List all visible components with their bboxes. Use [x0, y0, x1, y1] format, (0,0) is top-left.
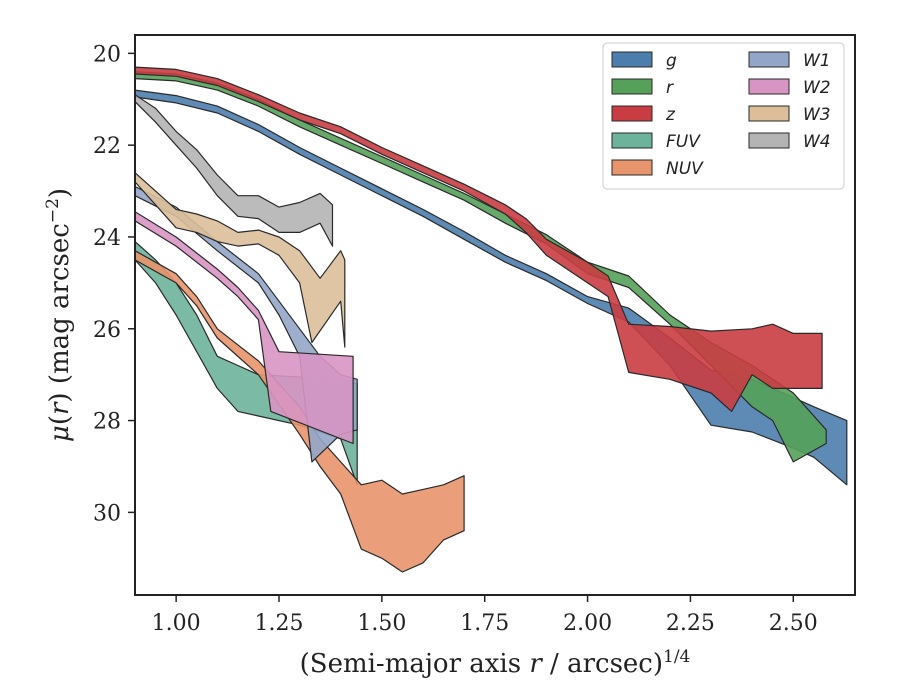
legend-label-w1: W1: [803, 51, 831, 71]
y-tick-label: 30: [93, 501, 121, 526]
x-tick-label: 1.50: [357, 611, 406, 636]
legend-label-w3: W3: [803, 105, 831, 125]
y-tick-label: 24: [93, 226, 121, 251]
legend: grz FUV NUV W1 W2 W3 W4: [602, 42, 845, 190]
legend-swatch-z: [611, 105, 653, 122]
legend-label-z: z: [665, 105, 676, 125]
x-tick-label: 2.25: [666, 611, 715, 636]
legend-label-g: g: [666, 51, 677, 71]
legend-label-w2: W2: [803, 78, 831, 98]
band-r: [135, 71, 827, 463]
legend-swatch-r: [611, 78, 653, 95]
legend-label-fuv: FUV: [666, 132, 701, 152]
plot-frame: [134, 34, 856, 596]
band-w2: [135, 211, 354, 445]
y-tick-label: 22: [93, 134, 121, 159]
legend-swatch-w3: [748, 105, 790, 122]
x-axis-label: (Semi-major axis r / arcsec)1/4: [300, 647, 691, 679]
legend-label-w4: W4: [803, 132, 831, 152]
y-tick-label: 28: [93, 410, 121, 435]
band-z: [135, 66, 823, 412]
legend-swatch-w4: [748, 132, 790, 149]
legend-swatch-g: [611, 51, 653, 68]
y-tick-label: 26: [93, 318, 121, 343]
x-tick-label: 1.25: [255, 611, 304, 636]
legend-swatch-w1: [748, 51, 790, 68]
y-axis-ticks: 20 22 24 26 28 30: [93, 42, 135, 526]
x-tick-label: 1.00: [152, 611, 201, 636]
y-tick-label: 20: [93, 42, 121, 67]
legend-label-nuv: NUV: [666, 159, 704, 179]
band-w4: [135, 94, 334, 247]
x-tick-label: 2.50: [769, 611, 818, 636]
legend-swatch-nuv: [611, 159, 653, 176]
y-axis-label: μ(r) (mag arcsec−2): [43, 188, 75, 442]
legend-swatch-w2: [748, 78, 790, 95]
band-g: [135, 89, 848, 486]
x-tick-label: 1.75: [460, 611, 509, 636]
series-bands: [135, 66, 848, 573]
legend-label-r: r: [666, 78, 674, 98]
x-axis-ticks: 1.00 1.25 1.50 1.75 2.00 2.25 2.50: [152, 595, 818, 636]
legend-swatch-fuv: [611, 132, 653, 149]
band-w3: [135, 172, 346, 348]
x-tick-label: 2.00: [563, 611, 612, 636]
